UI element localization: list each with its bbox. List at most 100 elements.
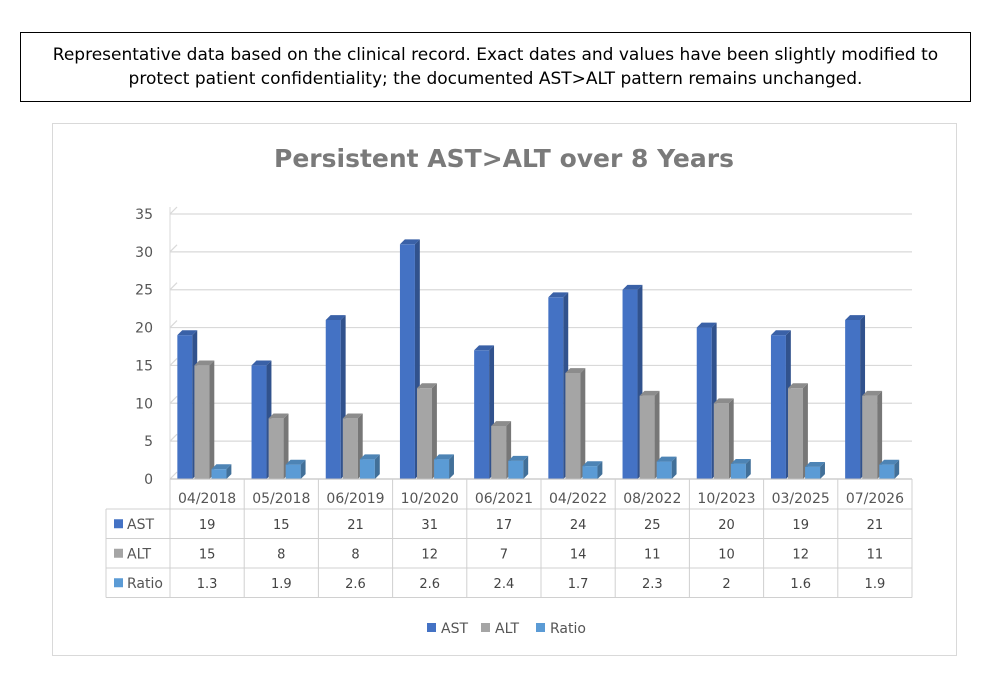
bar-front — [582, 466, 598, 479]
bar-ast — [399, 239, 420, 479]
bar-alt — [565, 368, 586, 479]
bar-ratio — [582, 461, 603, 479]
bar-top — [656, 456, 677, 462]
legend-key — [481, 623, 490, 632]
bar-ratio — [879, 459, 900, 479]
bar-front — [713, 403, 729, 479]
bar-top — [582, 461, 603, 467]
bar-front — [770, 335, 786, 479]
y-tick-label: 5 — [144, 434, 153, 450]
table-cell: 11 — [867, 547, 884, 562]
gridline-depth — [169, 433, 178, 442]
table-cell: 19 — [792, 518, 809, 533]
bar-ratio — [285, 459, 306, 479]
table-cell: 2 — [722, 577, 730, 592]
bar-top — [194, 360, 215, 366]
bar-ratio — [805, 461, 825, 479]
bar-top — [359, 454, 380, 460]
bar-ast — [622, 284, 643, 479]
bar-alt — [268, 413, 289, 479]
table-cell: 1.9 — [865, 577, 886, 592]
bar-side — [580, 368, 586, 479]
x-tick-label: 06/2019 — [326, 491, 384, 507]
bar-side — [374, 454, 380, 479]
table-cell: 19 — [199, 518, 216, 533]
bar-ratio — [656, 456, 677, 479]
bar-front — [639, 395, 655, 479]
bar-top — [862, 390, 883, 396]
gridline-depth — [169, 244, 178, 253]
table-cell: 15 — [273, 518, 290, 533]
y-tick-label: 15 — [135, 358, 153, 374]
table-cell: 17 — [496, 518, 513, 533]
bar-top — [548, 292, 569, 298]
y-tick-label: 10 — [135, 396, 153, 412]
bar-front — [548, 297, 564, 479]
x-tick-label: 04/2022 — [549, 491, 607, 507]
bar-ratio — [434, 454, 454, 479]
bar-side — [894, 459, 900, 479]
bar-top — [325, 315, 346, 320]
table-legend-key — [114, 519, 123, 529]
confidentiality-note-text: Representative data based on the clinica… — [52, 45, 939, 89]
bar-top — [622, 284, 643, 290]
bar-side — [671, 456, 677, 479]
table-cell: 1.6 — [790, 577, 811, 592]
table-cell: 11 — [644, 547, 661, 562]
bar-front — [656, 461, 672, 479]
bar-front — [845, 320, 861, 479]
gridline-depth — [169, 282, 178, 291]
y-tick-label: 35 — [135, 207, 153, 223]
bar-ast — [770, 330, 791, 479]
bar-top — [268, 413, 289, 419]
table-row-label: AST — [127, 517, 154, 533]
table-legend-key — [114, 548, 123, 558]
bar-ast — [548, 292, 569, 479]
bar-top — [565, 368, 586, 373]
bar-ratio — [211, 464, 232, 479]
table-cell: 24 — [570, 518, 587, 533]
bar-front — [251, 365, 267, 479]
gridline-depth — [169, 206, 178, 215]
x-tick-label: 07/2026 — [846, 491, 904, 507]
bar-alt — [713, 398, 734, 479]
y-tick-label: 0 — [144, 472, 153, 488]
bar-side — [803, 383, 808, 479]
table-cell: 1.9 — [271, 577, 292, 592]
bar-front — [342, 418, 358, 479]
bar-top — [285, 459, 306, 465]
bar-front — [268, 418, 284, 479]
table-cell: 2.6 — [345, 577, 366, 592]
bar-front — [730, 463, 746, 479]
table-cell: 31 — [421, 518, 438, 533]
table-cell: 21 — [347, 518, 364, 533]
bar-top — [474, 345, 495, 351]
bar-alt — [417, 383, 437, 479]
bar-side — [654, 390, 660, 479]
bar-front — [211, 469, 227, 479]
y-axis: 0 5 10 15 20 25 30 35 — [135, 207, 153, 488]
bar-front — [285, 464, 301, 479]
bar-side — [209, 360, 215, 479]
legend-key — [536, 623, 545, 632]
bar-side — [728, 398, 734, 479]
legend: AST ALT Ratio — [427, 621, 586, 637]
bar-top — [399, 239, 420, 245]
bar-side — [449, 454, 454, 479]
legend-key — [427, 623, 436, 632]
bar-top — [770, 330, 791, 336]
bar-side — [820, 461, 825, 479]
bar-top — [251, 360, 272, 366]
table-cell: 25 — [644, 518, 661, 533]
legend-item-ratio: Ratio — [536, 621, 586, 637]
bar-ast — [251, 360, 272, 479]
bar-front — [325, 320, 341, 479]
table-cell: 1.3 — [197, 577, 218, 592]
gridline-depth — [169, 471, 178, 480]
bar-front — [417, 388, 433, 479]
bar-top — [639, 390, 660, 396]
bar-ast — [325, 315, 346, 479]
bar-front — [194, 365, 210, 479]
x-tick-label: 06/2021 — [475, 491, 533, 507]
